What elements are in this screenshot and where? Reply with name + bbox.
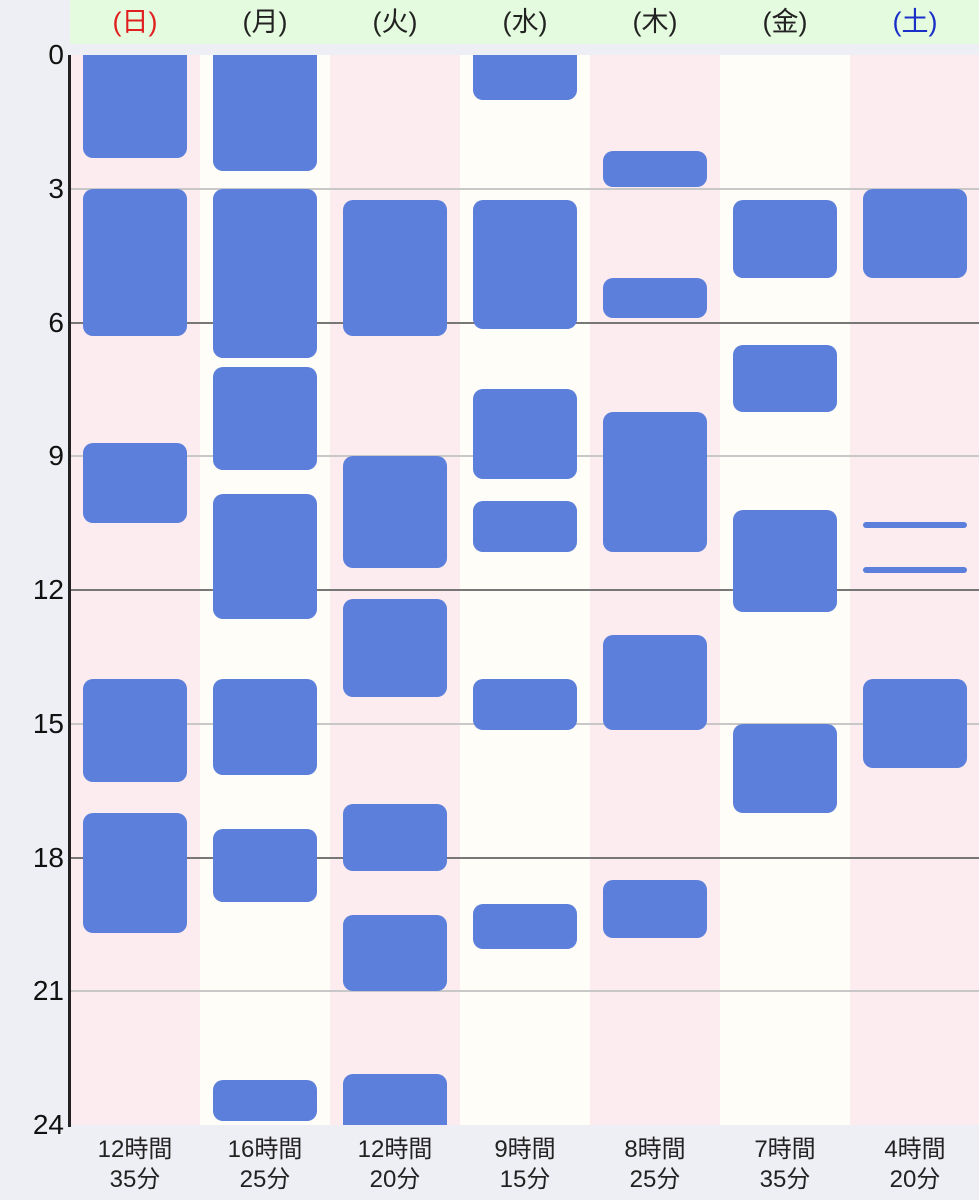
y-tick-label: 9 (48, 440, 64, 472)
daily-total-hours: 7時間 (754, 1136, 816, 1163)
day-header-4: (木) (632, 7, 678, 37)
activity-block[interactable] (213, 367, 317, 470)
activity-block[interactable] (213, 828, 317, 903)
daily-total-hours: 12時間 (357, 1136, 433, 1163)
activity-marker-line[interactable] (863, 566, 967, 573)
activity-block[interactable] (473, 389, 577, 479)
y-tick-label: 21 (32, 975, 64, 1007)
activity-marker-line[interactable] (863, 522, 967, 529)
daily-total-minutes: 25分 (629, 1166, 681, 1193)
daily-total-hours: 9時間 (494, 1136, 556, 1163)
activity-block[interactable] (343, 199, 447, 336)
day-header-1: (月) (242, 7, 288, 37)
activity-block[interactable] (473, 679, 577, 731)
y-tick-label: 0 (48, 39, 64, 70)
daily-total-3: 9時間 15分 (460, 1135, 590, 1195)
daily-total-minutes: 20分 (889, 1166, 941, 1193)
daily-total-hours: 8時間 (624, 1136, 686, 1163)
daily-total-4: 8時間 25分 (590, 1135, 720, 1195)
activity-block[interactable] (213, 1080, 317, 1121)
activity-block[interactable] (603, 879, 707, 938)
gridline-12 (70, 589, 979, 591)
daily-total-minutes: 20分 (369, 1166, 421, 1193)
gridline-21 (70, 990, 979, 993)
day-header-0: (日) (112, 7, 158, 37)
weekly-schedule-chart (70, 55, 979, 1125)
day-header-bar: (日) (月) (火) (水) (木) (金) (土) (70, 0, 979, 44)
activity-block[interactable] (83, 442, 187, 524)
activity-block[interactable] (473, 55, 577, 100)
activity-block[interactable] (863, 188, 967, 278)
activity-block[interactable] (733, 509, 837, 613)
y-axis-line (68, 55, 71, 1127)
activity-block[interactable] (603, 411, 707, 553)
activity-block[interactable] (473, 500, 577, 553)
activity-block[interactable] (473, 904, 577, 949)
y-tick-label: 15 (32, 707, 64, 739)
activity-block[interactable] (83, 812, 187, 934)
daily-total-1: 16時間 25分 (200, 1135, 330, 1195)
day-header-2: (火) (372, 7, 418, 37)
daily-total-hours: 12時間 (97, 1136, 173, 1163)
gridline-18 (70, 856, 979, 859)
activity-block[interactable] (213, 55, 317, 171)
y-tick-label: 12 (32, 574, 64, 605)
daily-total-minutes: 25分 (239, 1166, 291, 1193)
hour-axis: 0 3 6 9 12 15 18 21 24 (0, 0, 70, 1200)
day-header-6: (土) (892, 7, 938, 37)
activity-block[interactable] (473, 199, 577, 330)
activity-block[interactable] (343, 598, 447, 697)
daily-total-6: 4時間 20分 (850, 1135, 979, 1195)
daily-total-2: 12時間 20分 (330, 1135, 460, 1195)
activity-block[interactable] (343, 456, 447, 568)
daily-total-minutes: 15分 (499, 1166, 551, 1193)
daily-total-5: 7時間 35分 (720, 1135, 850, 1195)
day-header-3: (水) (502, 7, 548, 37)
y-tick-label: 3 (48, 172, 64, 204)
activity-block[interactable] (733, 723, 837, 813)
activity-block[interactable] (733, 199, 837, 278)
activity-block[interactable] (213, 494, 317, 619)
daily-total-hours: 16時間 (227, 1136, 303, 1163)
y-tick-label: 6 (48, 306, 64, 338)
activity-block[interactable] (863, 679, 967, 769)
y-tick-label: 24 (32, 1109, 64, 1140)
activity-block[interactable] (343, 1073, 447, 1125)
daily-total-hours: 4時間 (884, 1136, 946, 1163)
activity-block[interactable] (603, 277, 707, 319)
activity-block[interactable] (83, 679, 187, 782)
daily-total-minutes: 35分 (109, 1166, 161, 1193)
daily-total-0: 12時間 35分 (70, 1135, 200, 1195)
activity-block[interactable] (83, 188, 187, 336)
activity-block[interactable] (213, 679, 317, 775)
activity-block[interactable] (603, 634, 707, 731)
day-header-5: (金) (762, 7, 808, 37)
activity-block[interactable] (603, 150, 707, 187)
activity-block[interactable] (343, 804, 447, 871)
y-tick-label: 18 (32, 841, 64, 873)
gridline-3 (70, 187, 979, 190)
activity-block[interactable] (83, 55, 187, 158)
activity-block[interactable] (343, 915, 447, 992)
activity-block[interactable] (733, 344, 837, 412)
activity-block[interactable] (213, 188, 317, 359)
daily-total-minutes: 35分 (759, 1166, 811, 1193)
